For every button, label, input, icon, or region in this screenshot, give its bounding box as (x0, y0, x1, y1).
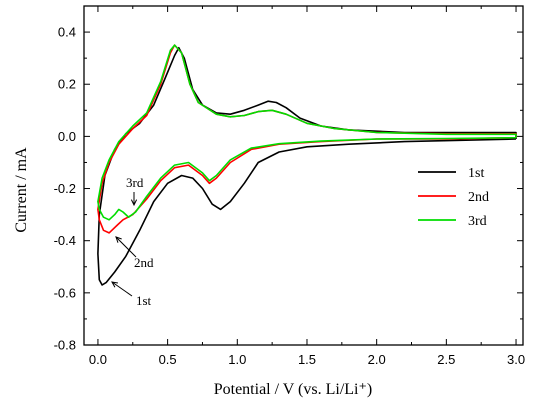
x-tick-label: 0.5 (159, 352, 177, 367)
legend-label-3rd: 3rd (468, 214, 487, 229)
series-lines (97, 44, 517, 286)
annotation-label-3rd: 3rd (126, 175, 144, 190)
x-tick-label: 1.5 (298, 352, 316, 367)
y-axis-title: Current / mA (13, 147, 30, 233)
y-tick-label: -0.8 (54, 338, 76, 353)
plot-frame (83, 5, 524, 346)
x-tick-label: 3.0 (507, 352, 525, 367)
axis-ticks (84, 6, 523, 346)
y-tick-label: 0.4 (58, 25, 76, 40)
y-tick-label: -0.4 (54, 233, 76, 248)
annotation-label-1st: 1st (136, 293, 152, 308)
y-tick-label: 0.2 (58, 77, 76, 92)
x-tick-label: 2.0 (368, 352, 386, 367)
annotation-arrow-head (115, 236, 122, 243)
x-tick-label: 1.0 (228, 352, 246, 367)
x-tick-label: 0.0 (89, 352, 107, 367)
tick-labels: 0.0 0.5 1.0 1.5 2.0 2.5 3.0 0.4 0.2 0.0 -0.2 -0.4 -0… (54, 25, 525, 367)
annotation-arrow-line (111, 281, 133, 297)
series-line-3rd (97, 44, 517, 221)
x-tick-label: 2.5 (437, 352, 455, 367)
annotation-arrow-line (115, 236, 137, 258)
legend: 1st 2nd 3rd (418, 166, 489, 229)
annotation-label-2nd: 2nd (134, 255, 154, 270)
x-axis-title: Potential / V (vs. Li/Li⁺) (214, 381, 373, 398)
legend-label-2nd: 2nd (468, 190, 489, 205)
legend-label-1st: 1st (468, 166, 484, 181)
y-tick-label: -0.2 (54, 181, 76, 196)
plot-border (83, 5, 524, 346)
annotation-arrow-head (130, 199, 138, 207)
annotations: 3rd 2nd 1st (111, 175, 154, 308)
annotation-arrow-head (111, 281, 119, 288)
y-tick-label: 0.0 (58, 129, 76, 144)
y-tick-label: -0.6 (54, 285, 76, 300)
